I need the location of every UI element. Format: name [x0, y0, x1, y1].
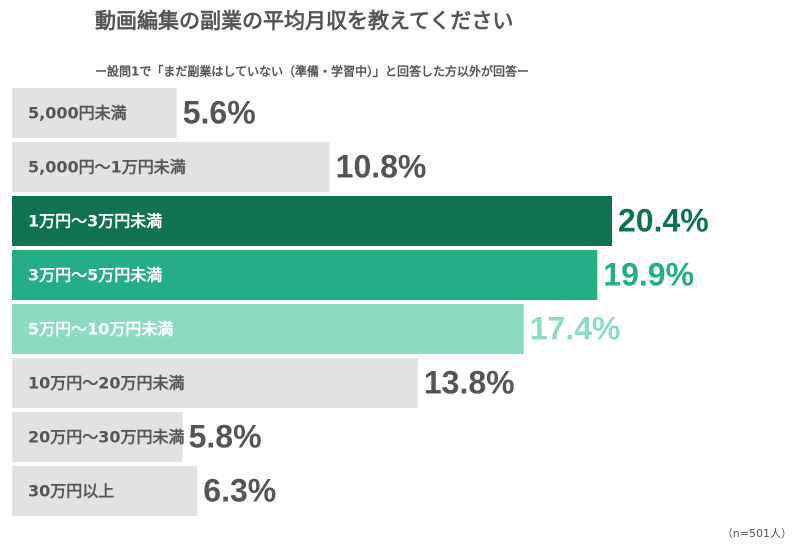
- category-label: 5万円〜10万円未満: [28, 320, 173, 339]
- value-label: 17.4%: [530, 310, 621, 346]
- bar: [12, 412, 183, 462]
- value-label: 20.4%: [618, 202, 709, 238]
- category-label: 20万円〜30万円未満: [28, 428, 185, 447]
- bar: [12, 304, 524, 354]
- bar: [12, 88, 177, 138]
- value-label: 5.8%: [189, 418, 262, 454]
- category-label: 10万円〜20万円未満: [28, 374, 185, 393]
- bar: [12, 250, 598, 300]
- value-label: 19.9%: [603, 256, 694, 292]
- value-label: 10.8%: [336, 148, 427, 184]
- chart-title: 動画編集の副業の平均月収を教えてください: [95, 9, 513, 33]
- sample-note: （n=501人）: [722, 527, 792, 540]
- category-label: 1万円〜3万円未満: [28, 212, 162, 231]
- value-label: 6.3%: [203, 472, 276, 508]
- bar: [12, 358, 418, 408]
- bar: [12, 142, 330, 192]
- value-label: 5.6%: [183, 94, 256, 130]
- bar: [12, 196, 612, 246]
- category-label: 5,000円未満: [28, 104, 127, 123]
- category-label: 30万円以上: [28, 482, 114, 501]
- value-label: 13.8%: [424, 364, 515, 400]
- category-label: 5,000円〜1万円未満: [28, 158, 186, 177]
- category-label: 3万円〜5万円未満: [28, 266, 162, 285]
- bar: [12, 466, 198, 516]
- chart-subtitle: ー設問1で「まだ副業はしていない（準備・学習中）」と回答した方以外が回答ー: [95, 64, 529, 79]
